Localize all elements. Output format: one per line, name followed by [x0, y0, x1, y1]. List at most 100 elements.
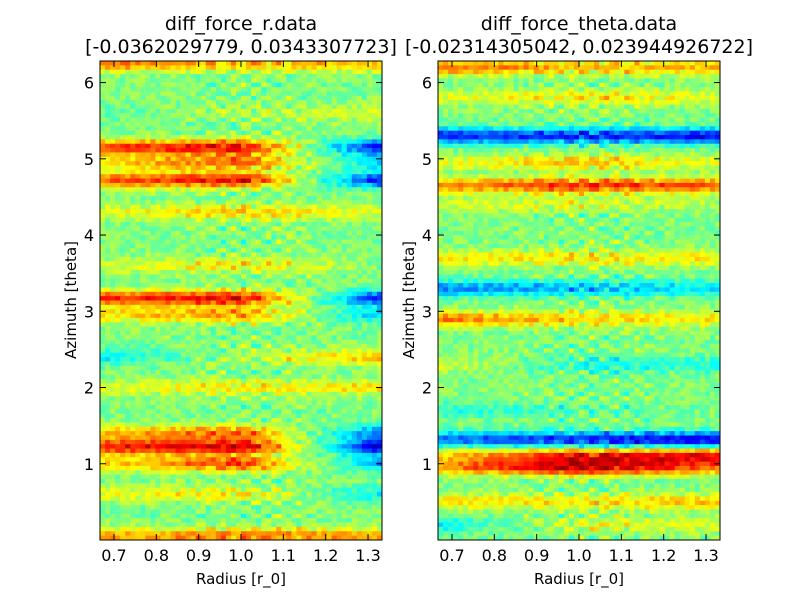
heatmap-cell	[261, 69, 267, 75]
heatmap-cell	[376, 108, 382, 114]
heatmap-cell	[120, 387, 126, 393]
heatmap-cell	[301, 174, 308, 180]
heatmap-cell	[241, 370, 247, 376]
heatmap-cell	[100, 300, 106, 306]
heatmap-cell	[130, 409, 136, 415]
heatmap-cell	[346, 444, 353, 450]
heatmap-cell	[291, 300, 297, 306]
heatmap-cell	[271, 352, 277, 358]
heatmap-cell	[331, 191, 338, 197]
heatmap-cell	[115, 117, 121, 123]
heatmap-cell	[185, 270, 192, 275]
heatmap-cell	[316, 339, 323, 345]
heatmap-cell	[225, 296, 232, 302]
heatmap-cell	[215, 182, 222, 188]
heatmap-cell	[271, 108, 277, 114]
heatmap-cell	[235, 178, 242, 184]
heatmap-cell	[100, 422, 106, 428]
heatmap-cell	[145, 169, 151, 175]
heatmap-cell	[200, 104, 207, 110]
heatmap-cell	[205, 235, 212, 241]
heatmap-cell	[266, 287, 272, 293]
heatmap-cell	[210, 287, 217, 293]
heatmap-cell	[155, 357, 162, 363]
heatmap-cell	[286, 335, 292, 341]
heatmap-cell	[246, 222, 252, 228]
heatmap-cell	[105, 426, 111, 432]
heatmap-cell	[321, 209, 328, 214]
heatmap-cell	[180, 326, 187, 332]
heatmap-cell	[356, 139, 363, 145]
heatmap-cell	[366, 126, 373, 132]
heatmap-cell	[326, 365, 333, 371]
heatmap-cell	[150, 431, 156, 437]
heatmap-cell	[281, 195, 287, 201]
heatmap-cell	[105, 169, 111, 175]
heatmap-cell	[366, 195, 373, 201]
heatmap-cell	[316, 135, 323, 140]
heatmap-cell	[120, 448, 126, 454]
heatmap-cell	[160, 370, 167, 376]
heatmap-cell	[175, 156, 182, 162]
heatmap-cell	[125, 309, 131, 315]
heatmap-cell	[195, 152, 202, 158]
heatmap-cell	[356, 200, 363, 206]
heatmap-cell	[306, 370, 313, 376]
heatmap-cell	[256, 191, 262, 197]
heatmap-cell	[180, 291, 187, 297]
heatmap-cell	[346, 270, 353, 275]
heatmap-cell	[200, 309, 207, 315]
heatmap-cell	[145, 230, 151, 236]
heatmap-cell	[341, 278, 348, 284]
heatmap-cell	[220, 256, 227, 262]
heatmap-cell	[155, 270, 162, 275]
heatmap-cell	[125, 300, 131, 306]
heatmap-cell	[215, 209, 222, 214]
heatmap-cell	[351, 361, 358, 367]
heatmap-cell	[341, 126, 348, 132]
heatmap-cell	[150, 252, 156, 258]
heatmap-cell	[376, 313, 382, 319]
heatmap-cell	[105, 339, 111, 345]
heatmap-cell	[185, 296, 192, 302]
heatmap-cell	[205, 156, 212, 162]
heatmap-cell	[346, 435, 353, 441]
heatmap-cell	[160, 383, 167, 389]
heatmap-cell	[200, 335, 207, 341]
heatmap-cell	[261, 152, 267, 158]
heatmap-cell	[145, 91, 151, 97]
heatmap-cell	[170, 156, 177, 162]
heatmap-cell	[235, 152, 242, 158]
heatmap-cell	[200, 226, 207, 232]
heatmap-cell	[246, 156, 252, 162]
heatmap-cell	[230, 418, 237, 424]
heatmap-cell	[235, 82, 242, 88]
heatmap-cell	[155, 344, 162, 349]
heatmap-cell	[326, 317, 333, 323]
heatmap-cell	[326, 330, 333, 336]
heatmap-cell	[165, 104, 172, 110]
heatmap-cell	[230, 374, 237, 380]
heatmap-cell	[170, 65, 177, 71]
heatmap-cell	[281, 204, 287, 210]
heatmap-cell	[316, 365, 323, 371]
heatmap-cell	[346, 422, 353, 428]
heatmap-cell	[246, 387, 252, 393]
heatmap-cell	[356, 74, 363, 80]
heatmap-cell	[220, 396, 227, 402]
heatmap-cell	[180, 444, 187, 450]
heatmap-cell	[296, 422, 303, 428]
heatmap-cell	[210, 304, 217, 310]
heatmap-cell	[105, 165, 111, 171]
heatmap-cell	[241, 352, 247, 358]
heatmap-cell	[195, 339, 202, 345]
heatmap-cell	[220, 239, 227, 245]
heatmap-cell	[246, 326, 252, 332]
heatmap-cell	[271, 200, 277, 206]
heatmap-cell	[371, 317, 378, 323]
heatmap-cell	[346, 317, 353, 323]
heatmap-cell	[130, 235, 136, 241]
heatmap-cell	[331, 178, 338, 184]
heatmap-cell	[235, 195, 242, 201]
heatmap-cell	[220, 439, 227, 445]
